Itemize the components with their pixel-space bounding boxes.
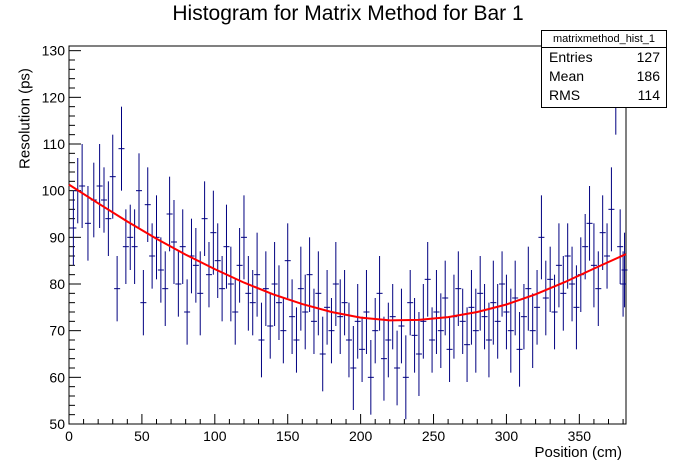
y-tick-label: 90 bbox=[49, 229, 65, 245]
fit-curve bbox=[68, 183, 627, 322]
stats-mean-row: Mean 186 bbox=[542, 67, 666, 86]
plot-frame bbox=[68, 45, 627, 425]
x-tick-label: 150 bbox=[276, 428, 300, 444]
x-tick-label: 300 bbox=[495, 428, 519, 444]
y-tick-label: 110 bbox=[43, 136, 66, 152]
y-tick-label: 120 bbox=[42, 89, 66, 105]
y-tick-label: 70 bbox=[49, 323, 65, 339]
x-tick-label: 50 bbox=[134, 428, 150, 444]
x-tick-label: 100 bbox=[203, 428, 227, 444]
x-axis-label: Position (cm) bbox=[534, 444, 622, 461]
stats-rms-value: 114 bbox=[637, 87, 660, 103]
stats-entries-label: Entries bbox=[549, 49, 593, 65]
y-tick-label: 80 bbox=[49, 276, 65, 292]
stats-entries-value: 127 bbox=[636, 49, 660, 65]
y-axis-label: Resolution (ps) bbox=[16, 68, 34, 169]
y-tick-label: 50 bbox=[49, 416, 65, 432]
x-tick-label: 0 bbox=[65, 428, 73, 444]
stats-box-title: matrixmethod_hist_1 bbox=[542, 31, 666, 48]
stats-box: matrixmethod_hist_1 Entries 127 Mean 186… bbox=[541, 30, 667, 108]
y-tick-label: 60 bbox=[49, 369, 65, 385]
x-tick-label: 250 bbox=[422, 428, 446, 444]
stats-mean-value: 186 bbox=[636, 68, 660, 84]
stats-rms-row: RMS 114 bbox=[542, 86, 666, 105]
stats-mean-label: Mean bbox=[549, 68, 585, 84]
stats-entries-row: Entries 127 bbox=[542, 48, 666, 67]
x-tick-label: 350 bbox=[568, 428, 592, 444]
y-tick-label: 130 bbox=[42, 43, 66, 59]
chart-title: Histogram for Matrix Method for Bar 1 bbox=[172, 2, 524, 25]
y-tick-label: 100 bbox=[42, 183, 66, 199]
stats-rms-label: RMS bbox=[549, 87, 581, 103]
x-tick-label: 200 bbox=[349, 428, 373, 444]
